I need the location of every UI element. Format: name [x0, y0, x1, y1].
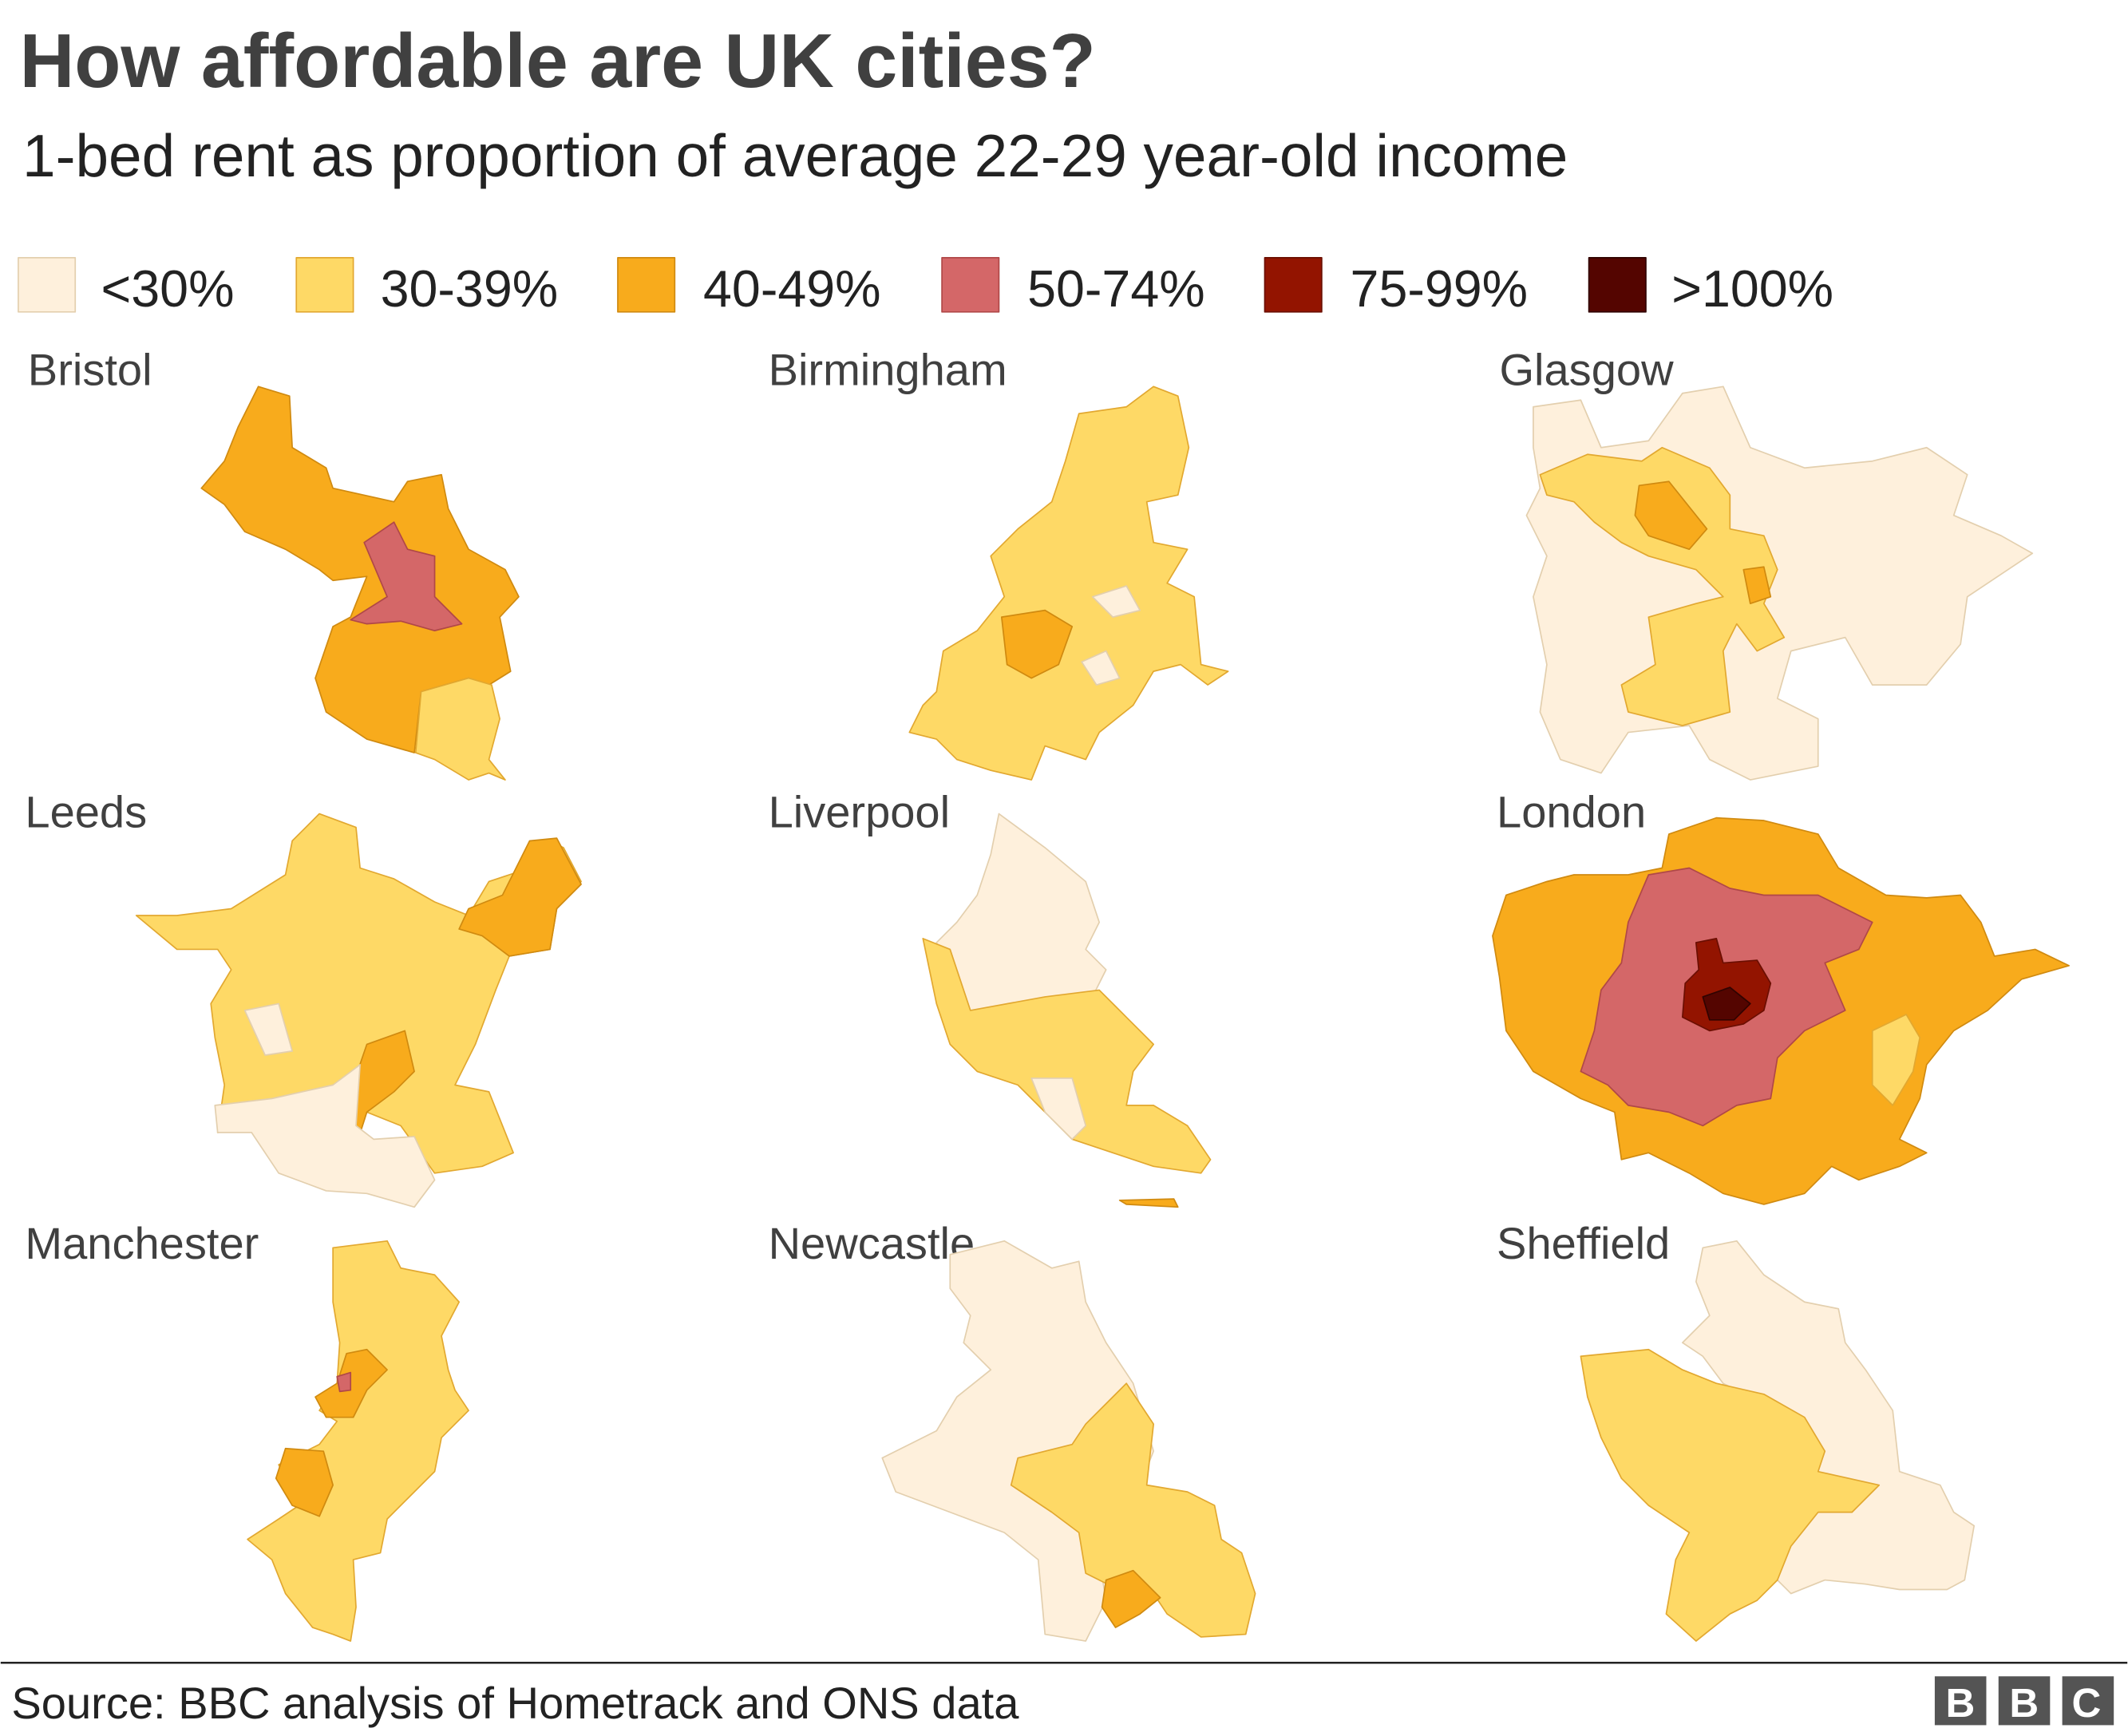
legend-label: 30-39% — [381, 260, 559, 318]
legend-swatch-75-99 — [1264, 257, 1323, 313]
page-subtitle: 1-bed rent as proportion of average 22-2… — [22, 122, 1568, 189]
city-label: Liverpool — [769, 787, 951, 837]
legend-swatch-30-39 — [295, 257, 354, 313]
region — [1681, 938, 1772, 1032]
legend-swatch-50-74 — [941, 257, 1000, 313]
region — [1634, 480, 1708, 551]
region — [1118, 1198, 1179, 1208]
region — [458, 837, 582, 957]
map-leeds: Leeds — [25, 787, 582, 1208]
region — [1081, 650, 1121, 686]
region — [1030, 1078, 1087, 1141]
region — [243, 1002, 293, 1056]
map-liverpool: Liverpool — [769, 787, 1212, 1208]
city-label: Birmingham — [769, 345, 1007, 395]
region — [214, 1064, 436, 1208]
city-label: Manchester — [25, 1218, 259, 1268]
region — [1000, 609, 1074, 679]
region — [1681, 1240, 1976, 1595]
legend-label: 50-74% — [1027, 260, 1205, 318]
map-newcastle: Newcastle — [769, 1218, 1256, 1642]
region — [1702, 987, 1751, 1021]
legend-swatch-40-49 — [617, 257, 676, 313]
legend: <30% 30-39% 40-49% 50-74% 75-99% >100% — [18, 257, 1833, 318]
region — [275, 1447, 334, 1517]
svg-text:B: B — [2009, 1680, 2039, 1726]
map-london: London — [1492, 787, 2070, 1205]
svg-text:C: C — [2072, 1680, 2102, 1726]
region — [908, 386, 1229, 781]
legend-swatch-over-100 — [1588, 257, 1647, 313]
legend-label: 75-99% — [1351, 260, 1529, 318]
city-label: Bristol — [28, 345, 152, 395]
legend-swatch-under-30 — [18, 257, 77, 313]
map-bristol: Bristol — [28, 345, 520, 781]
region — [1580, 1348, 1881, 1642]
region — [135, 813, 582, 1174]
svg-text:B: B — [1945, 1680, 1975, 1726]
region — [935, 813, 1107, 1011]
map-sheffield: Sheffield — [1497, 1218, 1976, 1642]
map-glasgow: Glasgow — [1499, 345, 2034, 781]
city-label: Sheffield — [1497, 1218, 1670, 1268]
city-label: Newcastle — [769, 1218, 975, 1268]
city-label: Leeds — [25, 787, 147, 837]
page-title: How affordable are UK cities? — [20, 19, 1096, 104]
legend-label: <30% — [101, 260, 235, 318]
source-note: Source: BBC analysis of Hometrack and ON… — [11, 1678, 1019, 1728]
region — [336, 1371, 352, 1393]
region — [414, 677, 506, 781]
map-birmingham: Birmingham — [769, 345, 1229, 781]
region — [1101, 1569, 1161, 1628]
region — [1525, 386, 2034, 781]
region — [922, 938, 1212, 1174]
bbc-logo: B B C — [1934, 1676, 2114, 1726]
city-label: London — [1497, 787, 1646, 837]
legend-label: >100% — [1671, 260, 1833, 318]
region — [350, 521, 463, 631]
legend-label: 40-49% — [703, 260, 881, 318]
region — [1539, 446, 1786, 726]
map-manchester: Manchester — [25, 1218, 469, 1642]
region — [1010, 1382, 1256, 1638]
region — [1742, 566, 1772, 605]
region — [1871, 1014, 1921, 1106]
region — [247, 1240, 469, 1642]
city-label: Glasgow — [1499, 345, 1674, 395]
region — [1091, 585, 1141, 618]
